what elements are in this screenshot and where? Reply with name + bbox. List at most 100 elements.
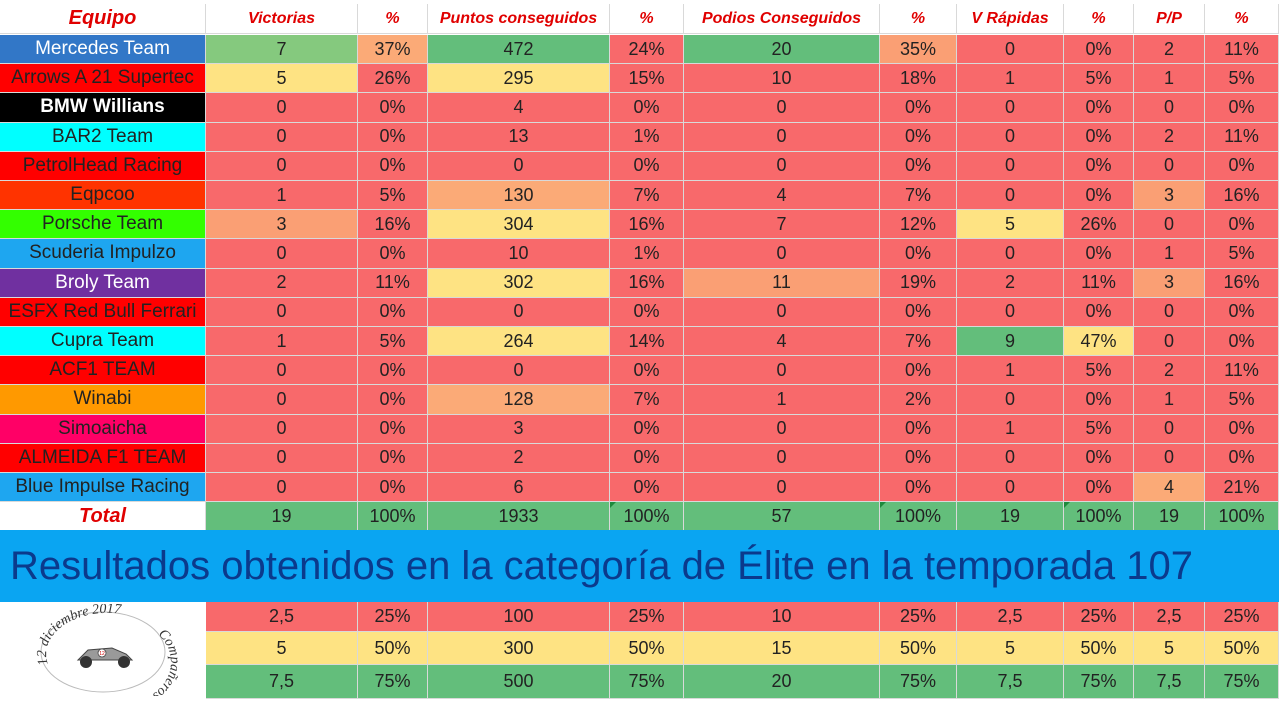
threshold-vrapidas-pct[interactable]: 75% [1064, 665, 1134, 699]
cell-pp[interactable]: 0 [1134, 443, 1205, 473]
team-name[interactable]: Simoaicha [0, 414, 206, 444]
total-podios-pct[interactable]: 100% [880, 502, 957, 532]
cell-victorias-pct[interactable]: 0% [358, 385, 428, 415]
cell-vrapidas-pct[interactable]: 0% [1064, 297, 1134, 327]
cell-pp-pct[interactable]: 16% [1205, 181, 1279, 211]
team-name[interactable]: Eqpcoo [0, 181, 206, 211]
cell-puntos[interactable]: 130 [428, 181, 610, 211]
cell-podios[interactable]: 10 [684, 64, 880, 94]
cell-victorias[interactable]: 1 [206, 327, 358, 357]
cell-victorias[interactable]: 5 [206, 64, 358, 94]
header-victorias-pct[interactable]: % [358, 4, 428, 34]
cell-victorias-pct[interactable]: 5% [358, 327, 428, 357]
threshold-victorias-pct[interactable]: 75% [358, 665, 428, 699]
cell-vrapidas[interactable]: 0 [957, 385, 1064, 415]
cell-pp-pct[interactable]: 11% [1205, 356, 1279, 386]
team-name[interactable]: BMW Willians [0, 93, 206, 123]
cell-puntos-pct[interactable]: 24% [610, 35, 684, 65]
threshold-pp[interactable]: 5 [1134, 632, 1205, 665]
cell-pp-pct[interactable]: 0% [1205, 327, 1279, 357]
cell-puntos-pct[interactable]: 0% [610, 93, 684, 123]
cell-victorias-pct[interactable]: 0% [358, 473, 428, 503]
cell-podios-pct[interactable]: 0% [880, 443, 957, 473]
cell-podios-pct[interactable]: 0% [880, 239, 957, 269]
total-vrapidas-pct[interactable]: 100% [1064, 502, 1134, 532]
cell-puntos[interactable]: 264 [428, 327, 610, 357]
cell-vrapidas[interactable]: 1 [957, 64, 1064, 94]
cell-victorias-pct[interactable]: 16% [358, 210, 428, 240]
header-puntos[interactable]: Puntos conseguidos [428, 4, 610, 34]
cell-pp-pct[interactable]: 11% [1205, 122, 1279, 152]
cell-pp-pct[interactable]: 11% [1205, 35, 1279, 65]
total-puntos[interactable]: 1933 [428, 502, 610, 532]
cell-puntos-pct[interactable]: 0% [610, 297, 684, 327]
threshold-pp-pct[interactable]: 75% [1205, 665, 1279, 699]
team-name[interactable]: ESFX Red Bull Ferrari [0, 297, 206, 327]
cell-vrapidas-pct[interactable]: 5% [1064, 356, 1134, 386]
cell-podios-pct[interactable]: 0% [880, 473, 957, 503]
total-pp-pct[interactable]: 100% [1205, 502, 1279, 532]
total-puntos-pct[interactable]: 100% [610, 502, 684, 532]
cell-podios[interactable]: 1 [684, 385, 880, 415]
header-vrapidas-pct[interactable]: % [1064, 4, 1134, 34]
cell-pp[interactable]: 0 [1134, 297, 1205, 327]
cell-victorias[interactable]: 3 [206, 210, 358, 240]
cell-victorias[interactable]: 0 [206, 297, 358, 327]
cell-pp[interactable]: 0 [1134, 151, 1205, 181]
cell-vrapidas-pct[interactable]: 0% [1064, 385, 1134, 415]
cell-podios[interactable]: 4 [684, 181, 880, 211]
cell-puntos-pct[interactable]: 0% [610, 473, 684, 503]
cell-puntos[interactable]: 10 [428, 239, 610, 269]
cell-victorias-pct[interactable]: 37% [358, 35, 428, 65]
cell-podios-pct[interactable]: 12% [880, 210, 957, 240]
cell-podios-pct[interactable]: 2% [880, 385, 957, 415]
cell-victorias[interactable]: 2 [206, 268, 358, 298]
team-name[interactable]: Scuderia Impulzo [0, 239, 206, 269]
cell-pp[interactable]: 1 [1134, 385, 1205, 415]
threshold-vrapidas[interactable]: 7,5 [957, 665, 1064, 699]
cell-podios-pct[interactable]: 0% [880, 297, 957, 327]
cell-podios-pct[interactable]: 19% [880, 268, 957, 298]
cell-podios-pct[interactable]: 0% [880, 414, 957, 444]
cell-vrapidas[interactable]: 0 [957, 35, 1064, 65]
team-name[interactable]: Porsche Team [0, 210, 206, 240]
cell-vrapidas-pct[interactable]: 0% [1064, 239, 1134, 269]
cell-pp[interactable]: 0 [1134, 93, 1205, 123]
cell-puntos[interactable]: 472 [428, 35, 610, 65]
cell-victorias-pct[interactable]: 0% [358, 297, 428, 327]
cell-vrapidas-pct[interactable]: 5% [1064, 414, 1134, 444]
cell-pp-pct[interactable]: 0% [1205, 414, 1279, 444]
header-equipo[interactable]: Equipo [0, 4, 206, 34]
cell-pp[interactable]: 2 [1134, 35, 1205, 65]
cell-puntos[interactable]: 4 [428, 93, 610, 123]
cell-victorias[interactable]: 0 [206, 356, 358, 386]
cell-puntos[interactable]: 6 [428, 473, 610, 503]
cell-victorias[interactable]: 0 [206, 151, 358, 181]
cell-pp[interactable]: 2 [1134, 356, 1205, 386]
team-name[interactable]: Blue Impulse Racing [0, 473, 206, 503]
header-victorias[interactable]: Victorias [206, 4, 358, 34]
cell-vrapidas-pct[interactable]: 26% [1064, 210, 1134, 240]
cell-victorias[interactable]: 0 [206, 93, 358, 123]
cell-puntos[interactable]: 302 [428, 268, 610, 298]
threshold-vrapidas[interactable]: 2,5 [957, 602, 1064, 632]
cell-puntos-pct[interactable]: 7% [610, 181, 684, 211]
cell-puntos-pct[interactable]: 1% [610, 122, 684, 152]
cell-podios[interactable]: 11 [684, 268, 880, 298]
cell-pp-pct[interactable]: 21% [1205, 473, 1279, 503]
threshold-victorias[interactable]: 7,5 [206, 665, 358, 699]
threshold-podios-pct[interactable]: 50% [880, 632, 957, 665]
cell-vrapidas[interactable]: 0 [957, 122, 1064, 152]
cell-victorias[interactable]: 7 [206, 35, 358, 65]
cell-puntos[interactable]: 13 [428, 122, 610, 152]
cell-pp-pct[interactable]: 5% [1205, 64, 1279, 94]
threshold-podios-pct[interactable]: 25% [880, 602, 957, 632]
cell-victorias[interactable]: 0 [206, 414, 358, 444]
team-name[interactable]: Cupra Team [0, 327, 206, 357]
threshold-puntos[interactable]: 500 [428, 665, 610, 699]
cell-podios[interactable]: 4 [684, 327, 880, 357]
threshold-puntos[interactable]: 300 [428, 632, 610, 665]
cell-vrapidas-pct[interactable]: 0% [1064, 443, 1134, 473]
cell-vrapidas[interactable]: 2 [957, 268, 1064, 298]
cell-pp-pct[interactable]: 0% [1205, 151, 1279, 181]
